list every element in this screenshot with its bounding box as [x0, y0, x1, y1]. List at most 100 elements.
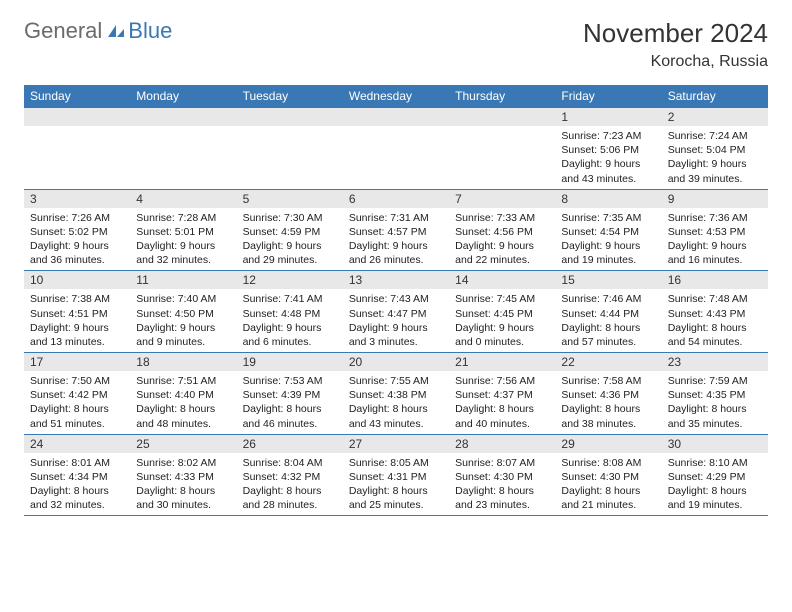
day-number: 25 [130, 435, 236, 453]
day-17: 17Sunrise: 7:50 AMSunset: 4:42 PMDayligh… [24, 353, 130, 434]
sunrise: Sunrise: 7:33 AM [455, 211, 549, 225]
day-number: 2 [662, 108, 768, 126]
sunrise: Sunrise: 7:53 AM [243, 374, 337, 388]
day-empty [343, 108, 449, 189]
day-content: Sunrise: 7:50 AMSunset: 4:42 PMDaylight:… [24, 371, 130, 434]
day-number [130, 108, 236, 126]
sunrise: Sunrise: 8:08 AM [561, 456, 655, 470]
calendar: SundayMondayTuesdayWednesdayThursdayFrid… [24, 85, 768, 516]
day-number: 26 [237, 435, 343, 453]
daylight: Daylight: 9 hours and 39 minutes. [668, 157, 762, 185]
day-number: 13 [343, 271, 449, 289]
sunrise: Sunrise: 8:01 AM [30, 456, 124, 470]
day-number: 6 [343, 190, 449, 208]
logo-blue: Blue [128, 18, 172, 44]
day-content: Sunrise: 8:01 AMSunset: 4:34 PMDaylight:… [24, 453, 130, 516]
day-number: 27 [343, 435, 449, 453]
day-number: 30 [662, 435, 768, 453]
day-content: Sunrise: 7:45 AMSunset: 4:45 PMDaylight:… [449, 289, 555, 352]
sunset: Sunset: 4:35 PM [668, 388, 762, 402]
logo-general: General [24, 18, 102, 44]
sunset: Sunset: 4:33 PM [136, 470, 230, 484]
day-6: 6Sunrise: 7:31 AMSunset: 4:57 PMDaylight… [343, 190, 449, 271]
daylight: Daylight: 8 hours and 46 minutes. [243, 402, 337, 430]
day-content: Sunrise: 8:08 AMSunset: 4:30 PMDaylight:… [555, 453, 661, 516]
daylight: Daylight: 8 hours and 35 minutes. [668, 402, 762, 430]
sunrise: Sunrise: 8:04 AM [243, 456, 337, 470]
sunrise: Sunrise: 7:59 AM [668, 374, 762, 388]
daylight: Daylight: 8 hours and 54 minutes. [668, 321, 762, 349]
month-title: November 2024 [583, 18, 768, 49]
daylight: Daylight: 9 hours and 9 minutes. [136, 321, 230, 349]
day-15: 15Sunrise: 7:46 AMSunset: 4:44 PMDayligh… [555, 271, 661, 352]
daylight: Daylight: 8 hours and 38 minutes. [561, 402, 655, 430]
day-number: 12 [237, 271, 343, 289]
day-content: Sunrise: 7:55 AMSunset: 4:38 PMDaylight:… [343, 371, 449, 434]
sunset: Sunset: 4:29 PM [668, 470, 762, 484]
day-number: 14 [449, 271, 555, 289]
day-empty [130, 108, 236, 189]
daylight: Daylight: 9 hours and 13 minutes. [30, 321, 124, 349]
day-number: 11 [130, 271, 236, 289]
header: General Blue November 2024 Korocha, Russ… [24, 18, 768, 71]
day-content: Sunrise: 7:31 AMSunset: 4:57 PMDaylight:… [343, 208, 449, 271]
sunset: Sunset: 4:56 PM [455, 225, 549, 239]
day-content: Sunrise: 7:58 AMSunset: 4:36 PMDaylight:… [555, 371, 661, 434]
sunset: Sunset: 4:30 PM [561, 470, 655, 484]
sunrise: Sunrise: 8:10 AM [668, 456, 762, 470]
day-number: 20 [343, 353, 449, 371]
daylight: Daylight: 9 hours and 22 minutes. [455, 239, 549, 267]
day-number: 22 [555, 353, 661, 371]
daylight: Daylight: 8 hours and 40 minutes. [455, 402, 549, 430]
day-content: Sunrise: 7:24 AMSunset: 5:04 PMDaylight:… [662, 126, 768, 189]
day-number: 24 [24, 435, 130, 453]
sunrise: Sunrise: 7:38 AM [30, 292, 124, 306]
daylight: Daylight: 8 hours and 32 minutes. [30, 484, 124, 512]
daylight: Daylight: 9 hours and 29 minutes. [243, 239, 337, 267]
day-26: 26Sunrise: 8:04 AMSunset: 4:32 PMDayligh… [237, 435, 343, 516]
sunrise: Sunrise: 7:41 AM [243, 292, 337, 306]
day-9: 9Sunrise: 7:36 AMSunset: 4:53 PMDaylight… [662, 190, 768, 271]
day-content: Sunrise: 7:38 AMSunset: 4:51 PMDaylight:… [24, 289, 130, 352]
sunrise: Sunrise: 7:28 AM [136, 211, 230, 225]
daylight: Daylight: 9 hours and 26 minutes. [349, 239, 443, 267]
week-row: 1Sunrise: 7:23 AMSunset: 5:06 PMDaylight… [24, 107, 768, 189]
daylight: Daylight: 9 hours and 43 minutes. [561, 157, 655, 185]
day-number: 4 [130, 190, 236, 208]
day-27: 27Sunrise: 8:05 AMSunset: 4:31 PMDayligh… [343, 435, 449, 516]
day-number: 1 [555, 108, 661, 126]
sunrise: Sunrise: 7:24 AM [668, 129, 762, 143]
sunrise: Sunrise: 7:31 AM [349, 211, 443, 225]
sunrise: Sunrise: 8:05 AM [349, 456, 443, 470]
day-13: 13Sunrise: 7:43 AMSunset: 4:47 PMDayligh… [343, 271, 449, 352]
day-content: Sunrise: 7:43 AMSunset: 4:47 PMDaylight:… [343, 289, 449, 352]
day-19: 19Sunrise: 7:53 AMSunset: 4:39 PMDayligh… [237, 353, 343, 434]
sunrise: Sunrise: 8:07 AM [455, 456, 549, 470]
day-number: 10 [24, 271, 130, 289]
day-number [449, 108, 555, 126]
sunset: Sunset: 4:54 PM [561, 225, 655, 239]
daylight: Daylight: 8 hours and 23 minutes. [455, 484, 549, 512]
sunset: Sunset: 4:39 PM [243, 388, 337, 402]
daylight: Daylight: 8 hours and 19 minutes. [668, 484, 762, 512]
day-content: Sunrise: 8:04 AMSunset: 4:32 PMDaylight:… [237, 453, 343, 516]
day-content: Sunrise: 8:05 AMSunset: 4:31 PMDaylight:… [343, 453, 449, 516]
sunset: Sunset: 5:02 PM [30, 225, 124, 239]
sunset: Sunset: 4:38 PM [349, 388, 443, 402]
day-7: 7Sunrise: 7:33 AMSunset: 4:56 PMDaylight… [449, 190, 555, 271]
day-number: 15 [555, 271, 661, 289]
day-content: Sunrise: 7:36 AMSunset: 4:53 PMDaylight:… [662, 208, 768, 271]
sunset: Sunset: 4:34 PM [30, 470, 124, 484]
daylight: Daylight: 9 hours and 16 minutes. [668, 239, 762, 267]
day-content: Sunrise: 8:07 AMSunset: 4:30 PMDaylight:… [449, 453, 555, 516]
day-number: 23 [662, 353, 768, 371]
weekday-sunday: Sunday [24, 85, 130, 107]
day-content: Sunrise: 7:51 AMSunset: 4:40 PMDaylight:… [130, 371, 236, 434]
sunset: Sunset: 4:57 PM [349, 225, 443, 239]
sunrise: Sunrise: 7:43 AM [349, 292, 443, 306]
day-content: Sunrise: 7:46 AMSunset: 4:44 PMDaylight:… [555, 289, 661, 352]
sunrise: Sunrise: 7:26 AM [30, 211, 124, 225]
day-content: Sunrise: 8:10 AMSunset: 4:29 PMDaylight:… [662, 453, 768, 516]
logo-sail-icon [106, 23, 126, 39]
week-row: 24Sunrise: 8:01 AMSunset: 4:34 PMDayligh… [24, 434, 768, 516]
